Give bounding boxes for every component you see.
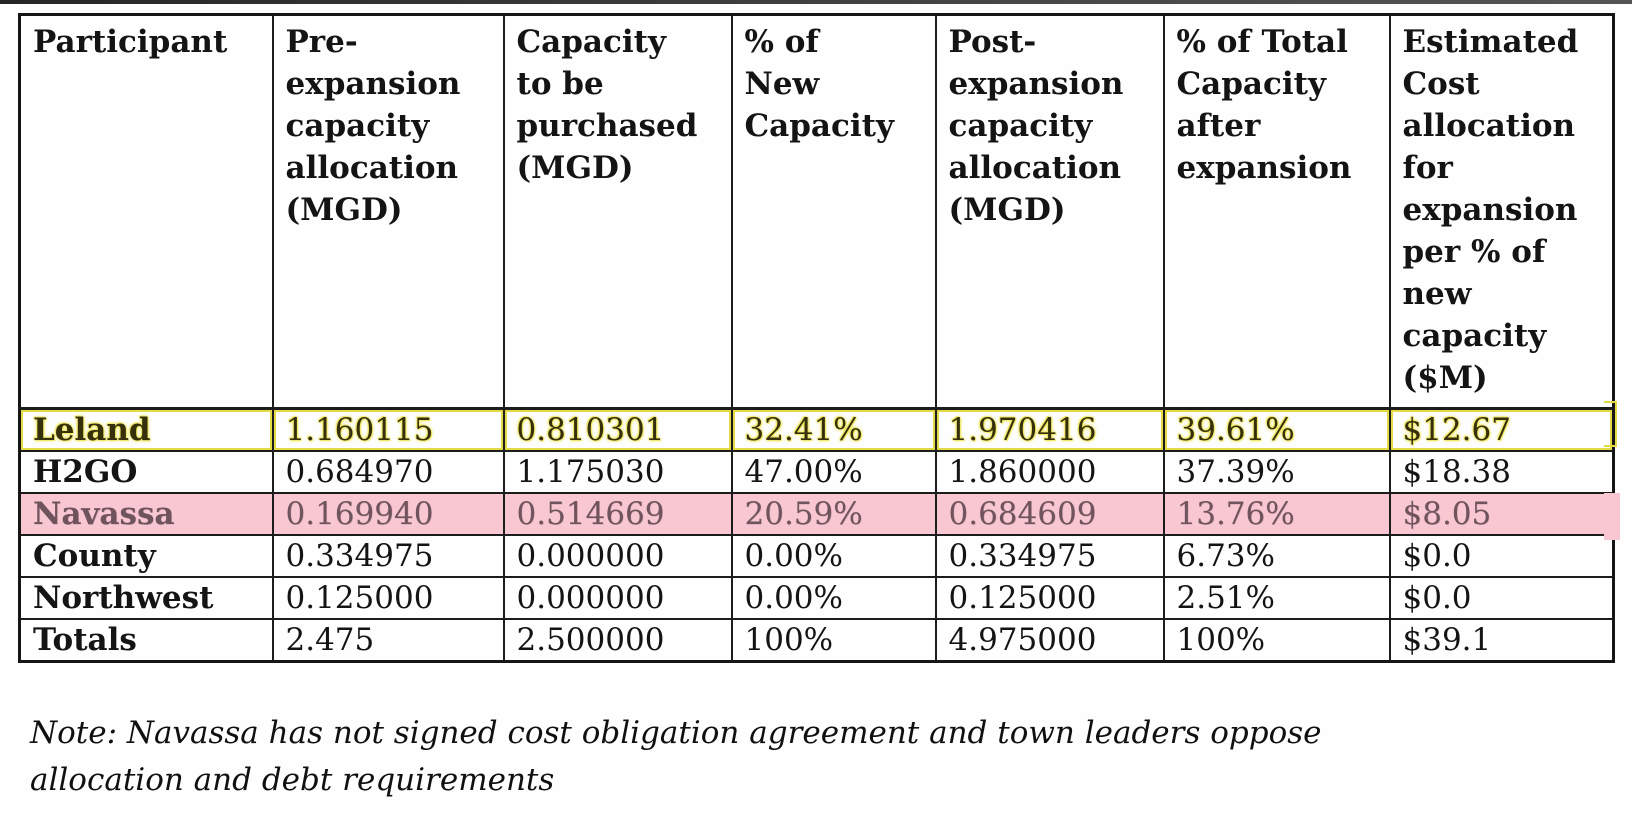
value-cell: 100% bbox=[1162, 618, 1391, 663]
value-cell: 0.684609 bbox=[934, 492, 1165, 536]
table-row-navassa: Navassa 0.169940 0.514669 20.59% 0.68460… bbox=[18, 492, 1615, 536]
pink-highlight-overhang bbox=[1604, 493, 1620, 540]
value-cell: 2.51% bbox=[1162, 576, 1391, 620]
value-cell: 1.175030 bbox=[502, 450, 733, 494]
table-row-h2go: H2GO 0.684970 1.175030 47.00% 1.860000 3… bbox=[18, 450, 1615, 494]
column-header-pct-total-capacity: % of Total Capacity after expansion bbox=[1162, 13, 1391, 410]
value-cell: $39.1 bbox=[1388, 618, 1615, 663]
value-cell: 0.169940 bbox=[271, 492, 505, 536]
value-cell: 0.810301 bbox=[502, 407, 733, 452]
value-cell: $0.0 bbox=[1388, 534, 1615, 578]
yellow-highlight-overhang bbox=[1604, 401, 1617, 447]
value-cell: 6.73% bbox=[1162, 534, 1391, 578]
value-cell: 39.61% bbox=[1162, 407, 1391, 452]
value-cell: $0.0 bbox=[1388, 576, 1615, 620]
value-cell: 2.475 bbox=[271, 618, 505, 663]
value-cell: 0.684970 bbox=[271, 450, 505, 494]
participant-cell: Navassa bbox=[18, 492, 274, 536]
participant-cell: County bbox=[18, 534, 274, 578]
value-cell: 13.76% bbox=[1162, 492, 1391, 536]
capacity-allocation-table: Participant Pre- expansion capacity allo… bbox=[18, 13, 1615, 663]
column-header-participant: Participant bbox=[18, 13, 274, 410]
value-cell: 47.00% bbox=[730, 450, 937, 494]
capacity-allocation-table-wrap: Participant Pre- expansion capacity allo… bbox=[18, 13, 1615, 663]
value-cell: 1.970416 bbox=[934, 407, 1165, 452]
value-cell: $12.67 bbox=[1388, 407, 1615, 452]
header-row: Participant Pre- expansion capacity allo… bbox=[18, 13, 1615, 410]
value-cell: 2.500000 bbox=[502, 618, 733, 663]
value-cell: 0.000000 bbox=[502, 534, 733, 578]
participant-cell: H2GO bbox=[18, 450, 274, 494]
table-row-county: County 0.334975 0.000000 0.00% 0.334975 … bbox=[18, 534, 1615, 578]
value-cell: 100% bbox=[730, 618, 937, 663]
column-header-pre-expansion: Pre- expansion capacity allocation (MGD) bbox=[271, 13, 505, 410]
participant-cell: Northwest bbox=[18, 576, 274, 620]
scan-top-edge bbox=[0, 0, 1632, 4]
value-cell: 0.125000 bbox=[934, 576, 1165, 620]
value-cell: 0.000000 bbox=[502, 576, 733, 620]
value-cell: $18.38 bbox=[1388, 450, 1615, 494]
value-cell: $8.05 bbox=[1388, 492, 1615, 536]
table-row-totals: Totals 2.475 2.500000 100% 4.975000 100%… bbox=[18, 618, 1615, 663]
participant-cell: Totals bbox=[18, 618, 274, 663]
value-cell: 1.860000 bbox=[934, 450, 1165, 494]
column-header-post-expansion: Post- expansion capacity allocation (MGD… bbox=[934, 13, 1165, 410]
table-row-northwest: Northwest 0.125000 0.000000 0.00% 0.1250… bbox=[18, 576, 1615, 620]
column-header-pct-new-capacity: % of New Capacity bbox=[730, 13, 937, 410]
value-cell: 32.41% bbox=[730, 407, 937, 452]
column-header-estimated-cost: Estimated Cost allocation for expansion … bbox=[1388, 13, 1615, 410]
value-cell: 0.334975 bbox=[271, 534, 505, 578]
table-row-leland: Leland 1.160115 0.810301 32.41% 1.970416… bbox=[18, 407, 1615, 452]
value-cell: 1.160115 bbox=[271, 407, 505, 452]
value-cell: 0.514669 bbox=[502, 492, 733, 536]
value-cell: 4.975000 bbox=[934, 618, 1165, 663]
value-cell: 0.00% bbox=[730, 576, 937, 620]
value-cell: 0.125000 bbox=[271, 576, 505, 620]
column-header-capacity-purchased: Capacity to be purchased (MGD) bbox=[502, 13, 733, 410]
footnote: Note: Navassa has not signed cost obliga… bbox=[30, 715, 1322, 798]
value-cell: 0.00% bbox=[730, 534, 937, 578]
value-cell: 0.334975 bbox=[934, 534, 1165, 578]
participant-cell: Leland bbox=[18, 407, 274, 452]
value-cell: 37.39% bbox=[1162, 450, 1391, 494]
value-cell: 20.59% bbox=[730, 492, 937, 536]
